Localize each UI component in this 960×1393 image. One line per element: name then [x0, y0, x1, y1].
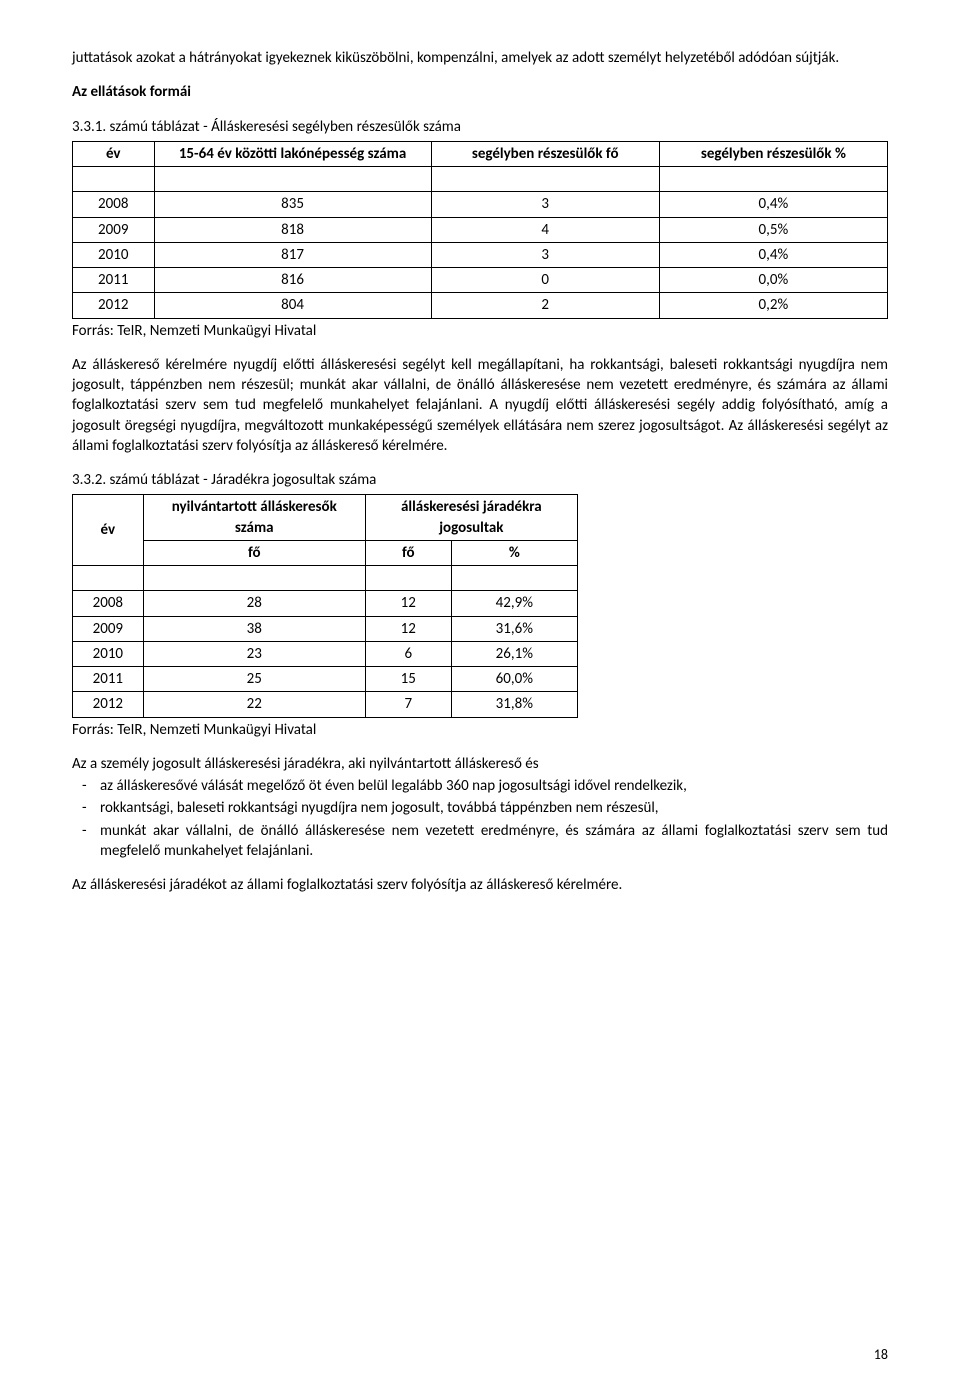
table-cell: 3 [431, 242, 659, 267]
table-cell: 0,0% [659, 268, 887, 293]
table-row: 2008281242,9% [73, 591, 578, 616]
paragraph-4: Az álláskeresési járadékot az állami fog… [72, 875, 888, 895]
paragraph-3-lead: Az a személy jogosult álláskeresési jára… [72, 754, 888, 774]
t1-spacer [659, 167, 887, 192]
table-cell: 2012 [73, 293, 155, 318]
t2-h-registered: nyilvántartott álláskeresők száma [143, 495, 365, 541]
table2-caption: 3.3.2. számú táblázat - Járadékra jogosu… [72, 470, 888, 490]
table-row: 201181600,0% [73, 268, 888, 293]
t2-h-year: év [73, 495, 144, 566]
t1-spacer [431, 167, 659, 192]
t2-body: 2008281242,9%2009381231,6%201023626,1%20… [73, 591, 578, 717]
table-cell: 0,2% [659, 293, 887, 318]
table-cell: 25 [143, 667, 365, 692]
list-item-text: rokkantsági, baleseti rokkantsági nyugdí… [100, 798, 888, 818]
table-row: 201023626,1% [73, 641, 578, 666]
t2-h-pct: % [451, 540, 577, 565]
list-item-text: munkát akar vállalni, de önálló állásker… [100, 821, 888, 862]
t1-h-pop: 15-64 év közötti lakónépesség száma [154, 141, 431, 166]
table-cell: 60,0% [451, 667, 577, 692]
dash-icon: - [72, 821, 100, 862]
table-cell: 38 [143, 616, 365, 641]
table-row: 2009381231,6% [73, 616, 578, 641]
t2-h-fo1: fő [143, 540, 365, 565]
table-row: 201081730,4% [73, 242, 888, 267]
t1-body: 200883530,4%200981840,5%201081730,4%2011… [73, 192, 888, 318]
table-cell: 2010 [73, 641, 144, 666]
table-cell: 0,5% [659, 217, 887, 242]
t2-spacer [365, 566, 451, 591]
list-item-text: az álláskeresővé válását megelőző öt éve… [100, 776, 888, 796]
table-cell: 6 [365, 641, 451, 666]
table-cell: 28 [143, 591, 365, 616]
table-cell: 2 [431, 293, 659, 318]
t1-h-year: év [73, 141, 155, 166]
table-cell: 0 [431, 268, 659, 293]
table-row: 200981840,5% [73, 217, 888, 242]
table-cell: 12 [365, 591, 451, 616]
t1-h-count: segélyben részesülők fő [431, 141, 659, 166]
t2-spacer [451, 566, 577, 591]
table-cell: 2012 [73, 692, 144, 717]
dash-icon: - [72, 798, 100, 818]
table-cell: 15 [365, 667, 451, 692]
table2-source: Forrás: TeIR, Nemzeti Munkaügyi Hivatal [72, 720, 888, 740]
table-cell: 2008 [73, 591, 144, 616]
table-row: 201222731,8% [73, 692, 578, 717]
table-cell: 2010 [73, 242, 155, 267]
table-cell: 817 [154, 242, 431, 267]
table-cell: 31,8% [451, 692, 577, 717]
table-cell: 3 [431, 192, 659, 217]
table-cell: 2009 [73, 217, 155, 242]
table-row: 201280420,2% [73, 293, 888, 318]
table-cell: 818 [154, 217, 431, 242]
list-item: -az álláskeresővé válását megelőző öt év… [72, 776, 888, 796]
table-cell: 835 [154, 192, 431, 217]
table-allaskeresesi-segely: év 15-64 év közötti lakónépesség száma s… [72, 141, 888, 319]
table-cell: 0,4% [659, 192, 887, 217]
t1-h-pct: segélyben részesülők % [659, 141, 887, 166]
table-row: 2011251560,0% [73, 667, 578, 692]
dash-icon: - [72, 776, 100, 796]
table-cell: 42,9% [451, 591, 577, 616]
table-jaradekra-jogosultak: év nyilvántartott álláskeresők száma áll… [72, 494, 578, 717]
table-cell: 804 [154, 293, 431, 318]
table-cell: 2008 [73, 192, 155, 217]
section-heading: Az ellátások formái [72, 82, 888, 102]
page-number: 18 [874, 1346, 888, 1365]
list-item: -rokkantsági, baleseti rokkantsági nyugd… [72, 798, 888, 818]
table-cell: 2009 [73, 616, 144, 641]
t2-h-fo2: fő [365, 540, 451, 565]
table1-caption: 3.3.1. számú táblázat - Álláskeresési se… [72, 117, 888, 137]
table-row: 200883530,4% [73, 192, 888, 217]
t1-spacer [73, 167, 155, 192]
table-cell: 2011 [73, 268, 155, 293]
table-cell: 12 [365, 616, 451, 641]
table-cell: 4 [431, 217, 659, 242]
t1-spacer [154, 167, 431, 192]
table-cell: 7 [365, 692, 451, 717]
t2-h-eligible: álláskeresési járadékra jogosultak [365, 495, 577, 541]
table-cell: 23 [143, 641, 365, 666]
intro-paragraph: juttatások azokat a hátrányokat igyekezn… [72, 48, 888, 68]
table1-source: Forrás: TeIR, Nemzeti Munkaügyi Hivatal [72, 321, 888, 341]
table-cell: 31,6% [451, 616, 577, 641]
table-cell: 2011 [73, 667, 144, 692]
table-cell: 22 [143, 692, 365, 717]
t2-spacer [143, 566, 365, 591]
table-cell: 816 [154, 268, 431, 293]
table-cell: 26,1% [451, 641, 577, 666]
bullet-list: -az álláskeresővé válását megelőző öt év… [72, 776, 888, 861]
t2-spacer [73, 566, 144, 591]
paragraph-2: Az álláskereső kérelmére nyugdíj előtti … [72, 355, 888, 456]
table-cell: 0,4% [659, 242, 887, 267]
list-item: -munkát akar vállalni, de önálló álláske… [72, 821, 888, 862]
